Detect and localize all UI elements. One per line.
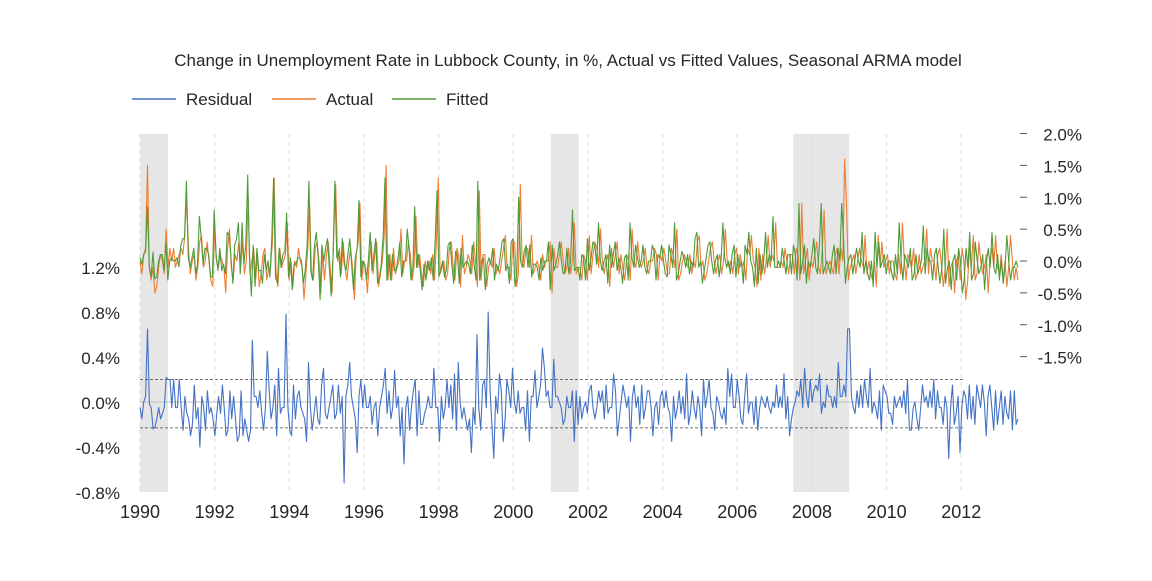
x-tick-label: 1994 <box>269 502 309 522</box>
x-tick-label: 2004 <box>643 502 683 522</box>
left-tick-label: 0.4% <box>81 349 120 368</box>
right-tick-label: 0.0% <box>1043 253 1082 272</box>
recession-band-2 <box>793 134 850 492</box>
left-tick-label: -0.4% <box>76 439 120 458</box>
x-tick-label: 1992 <box>195 502 235 522</box>
x-tick-label: 2012 <box>941 502 981 522</box>
left-axis: 1.2% 0.8% 0.4% 0.0% -0.4% -0.8% <box>76 259 120 503</box>
right-tick-label: 1.5% <box>1043 157 1082 176</box>
x-tick-label: 1990 <box>120 502 160 522</box>
right-tick-label: 1.0% <box>1043 189 1082 208</box>
x-tick-label: 2010 <box>867 502 907 522</box>
recession-band-0 <box>140 134 168 492</box>
recession-bands <box>140 134 850 492</box>
series-line-residual <box>139 311 1019 484</box>
legend-label-fitted: Fitted <box>446 90 489 109</box>
x-tick-label: 1998 <box>419 502 459 522</box>
legend: Residual Actual Fitted <box>132 90 489 109</box>
right-axis: 2.0% 1.5% 1.0% 0.5% 0.0% -0.5% -1.0% -1.5% <box>1020 126 1082 368</box>
right-tick-label: 0.5% <box>1043 221 1082 240</box>
chart-title: Change in Unemployment Rate in Lubbock C… <box>174 51 961 70</box>
x-axis: 1990 1992 1994 1996 1998 2000 2002 2004 2006 2008… <box>120 502 981 522</box>
right-tick-label: -1.0% <box>1038 317 1082 336</box>
x-tick-label: 2006 <box>717 502 757 522</box>
x-tick-label: 2008 <box>792 502 832 522</box>
left-tick-label: 1.2% <box>81 259 120 278</box>
right-tick-label: -0.5% <box>1038 285 1082 304</box>
x-tick-label: 2002 <box>568 502 608 522</box>
left-tick-label: -0.8% <box>76 484 120 503</box>
x-tick-label: 1996 <box>344 502 384 522</box>
right-tick-label: 2.0% <box>1043 126 1082 145</box>
left-tick-label: 0.8% <box>81 304 120 323</box>
series-line-actual <box>139 158 1019 300</box>
legend-label-actual: Actual <box>326 90 373 109</box>
left-tick-label: 0.0% <box>81 394 120 413</box>
series-line-fitted <box>139 174 1019 300</box>
series-lines <box>139 158 1019 484</box>
x-tick-label: 2000 <box>493 502 533 522</box>
legend-label-residual: Residual <box>186 90 252 109</box>
right-tick-label: -1.5% <box>1038 349 1082 368</box>
